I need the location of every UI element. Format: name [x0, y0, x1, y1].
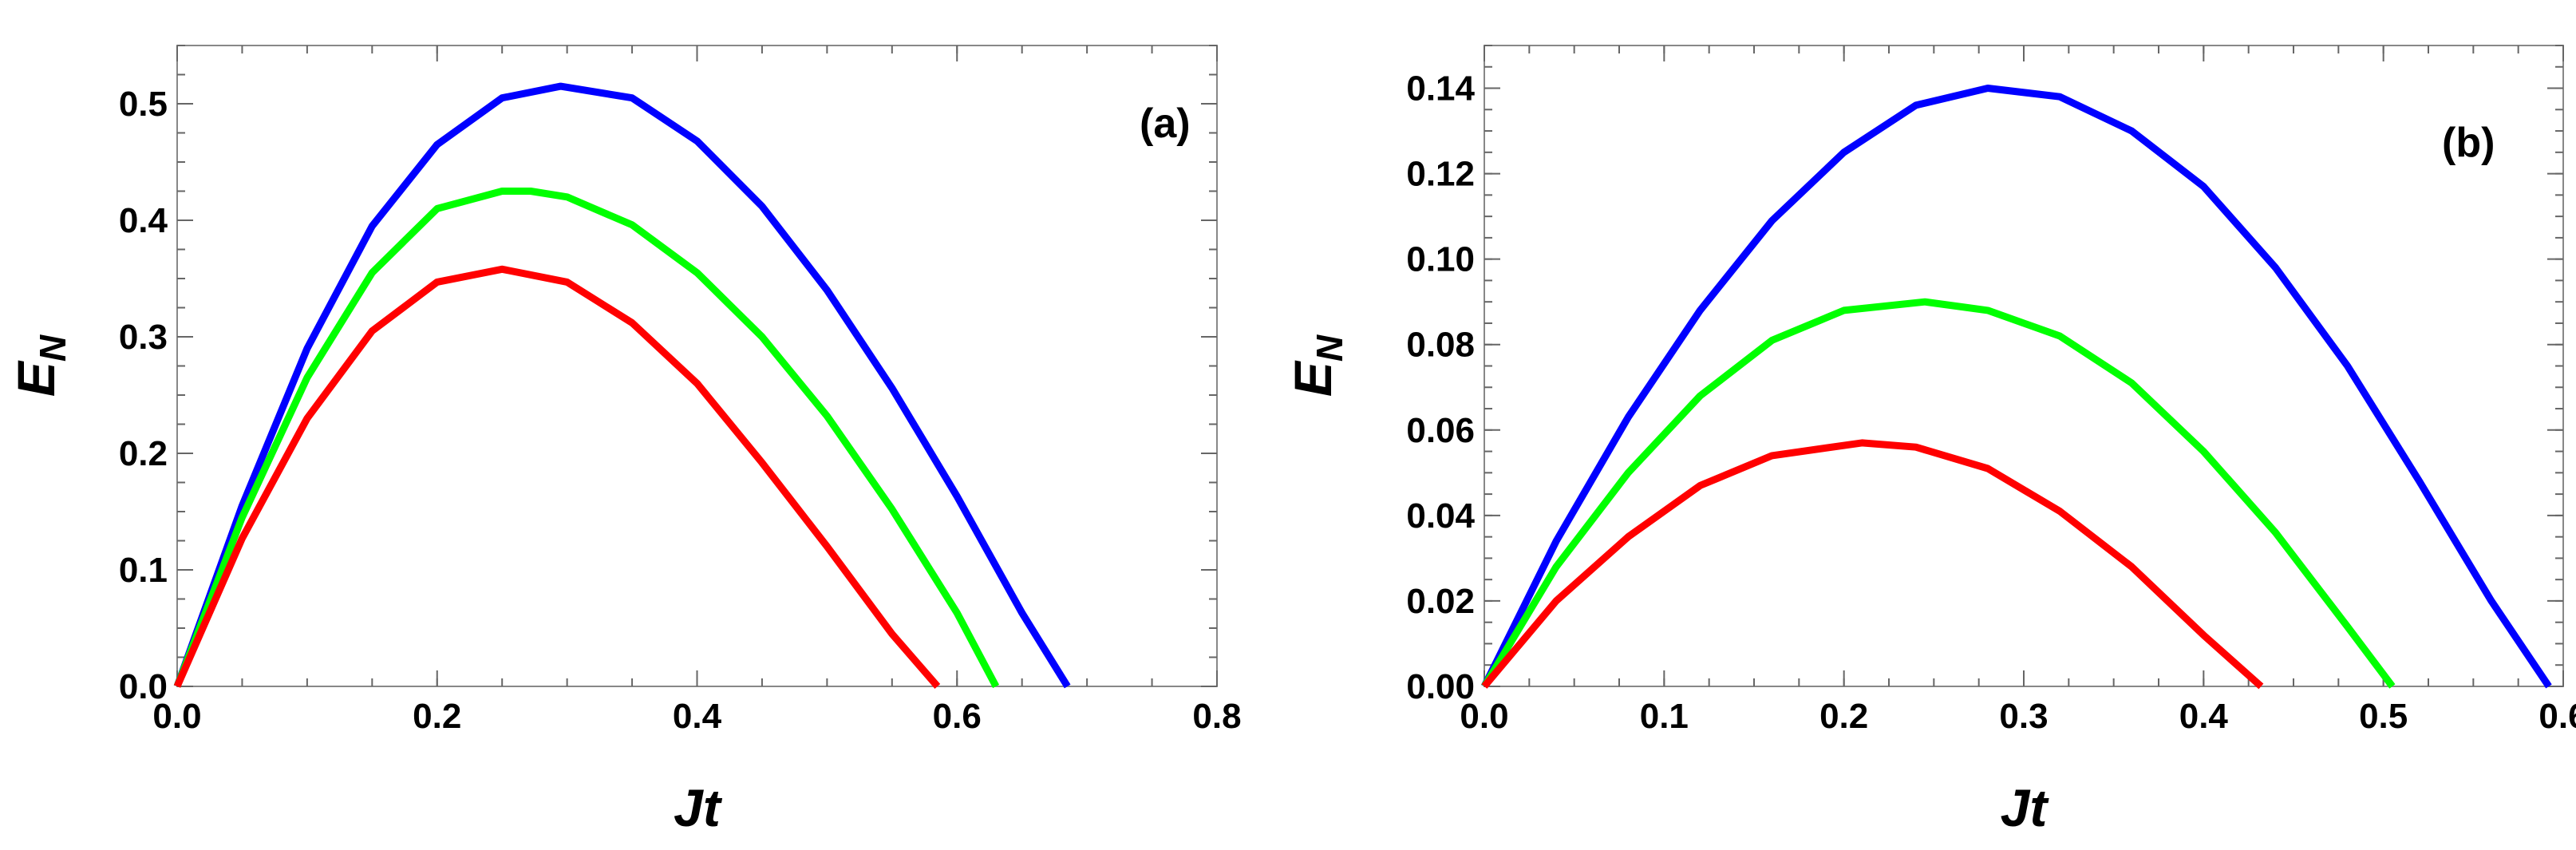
- y-tick-label: 0.2: [119, 434, 168, 473]
- y-axis-label: EN: [1283, 334, 1350, 397]
- chart-panel-a: 0.0 0.2 0.4 0.6 0.8 0.0 0.1 0.2 0.3 0.4 0.5 (a) Jt EN: [6, 45, 1242, 837]
- y-tick-label: 0.10: [1406, 240, 1475, 279]
- y-tick-label: 0.00: [1406, 667, 1475, 706]
- series-line-red: [1481, 439, 2264, 690]
- series-line-green: [1481, 298, 2396, 689]
- series-line-blue: [1480, 85, 2552, 689]
- y-tick-label: 0.4: [119, 201, 168, 240]
- series-line-green: [173, 188, 1000, 689]
- y-tick-label: 0.1: [119, 551, 168, 590]
- series-line-red: [173, 265, 941, 689]
- x-tick-label: 0.8: [1192, 697, 1241, 736]
- y-tick-label: 0.06: [1406, 411, 1475, 450]
- y-axis-label-subscript: N: [32, 334, 73, 362]
- y-tick-label: 0.14: [1406, 69, 1475, 109]
- tick-marks: [176, 45, 1218, 687]
- panel-label: (b): [2442, 120, 2495, 166]
- series-line-blue: [173, 82, 1071, 689]
- y-tick-label: 0.04: [1406, 496, 1475, 536]
- y-axis-label-main: E: [6, 360, 65, 397]
- x-tick-label: 0.3: [1999, 697, 2048, 736]
- panel-label: (a): [1140, 101, 1191, 147]
- x-tick-label: 0.6: [933, 697, 982, 736]
- x-tick-label: 0.2: [1819, 697, 1868, 736]
- chart-panel-b: 0.0 0.1 0.2 0.3 0.4 0.5 0.6 0.00 0.02 0.04 0.06 0.0…: [1283, 45, 2576, 837]
- x-tick-label: 0.4: [2179, 697, 2229, 736]
- y-axis-label-main: E: [1283, 360, 1342, 397]
- x-tick-label: 0.0: [152, 697, 201, 736]
- plot-frame: [1484, 45, 2564, 687]
- y-tick-label: 0.02: [1406, 582, 1475, 621]
- x-tick-label: 0.6: [2538, 697, 2576, 736]
- x-tick-label: 0.1: [1640, 697, 1689, 736]
- x-axis-label: Jt: [2001, 778, 2050, 837]
- x-axis-label: Jt: [674, 778, 723, 837]
- y-tick-label: 0.12: [1406, 155, 1475, 194]
- x-tick-label: 0.5: [2359, 697, 2408, 736]
- y-tick-label: 0.08: [1406, 326, 1475, 365]
- y-tick-label: 0.0: [119, 667, 168, 706]
- tick-marks: [1484, 45, 2564, 687]
- y-tick-label: 0.5: [119, 85, 168, 124]
- x-tick-label: 0.2: [413, 697, 461, 736]
- y-axis-label-subscript: N: [1309, 334, 1350, 362]
- x-tick-label: 0.0: [1460, 697, 1508, 736]
- y-axis-label: EN: [6, 334, 73, 397]
- x-tick-label: 0.4: [673, 697, 722, 736]
- y-tick-label: 0.3: [119, 318, 168, 357]
